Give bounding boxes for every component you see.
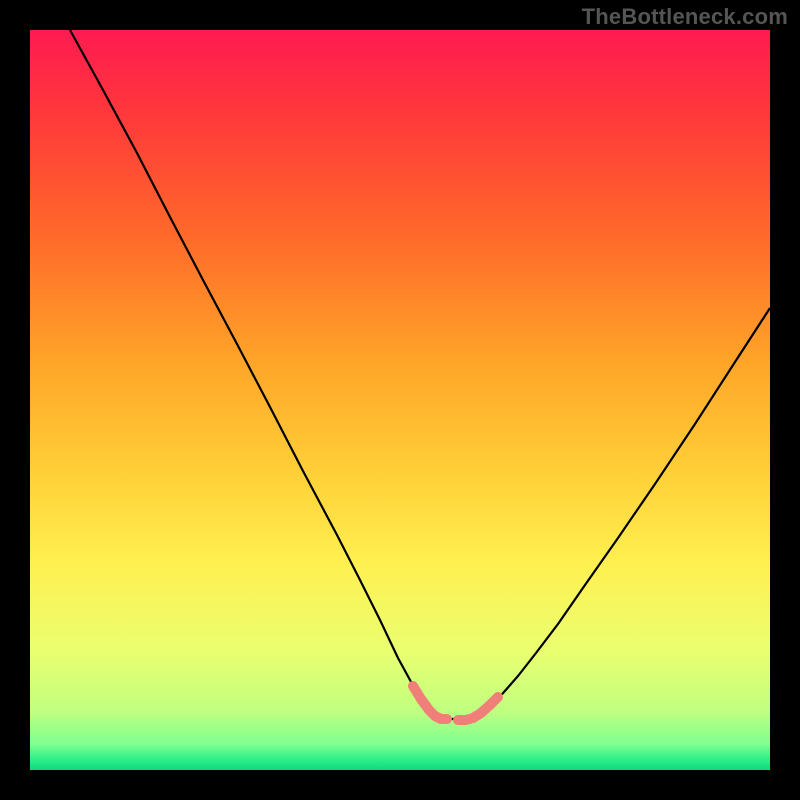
chart-container: TheBottleneck.com [0, 0, 800, 800]
watermark-text: TheBottleneck.com [582, 4, 788, 30]
plot-area [0, 0, 800, 800]
chart-svg [0, 0, 800, 800]
gradient-rect [30, 30, 770, 770]
